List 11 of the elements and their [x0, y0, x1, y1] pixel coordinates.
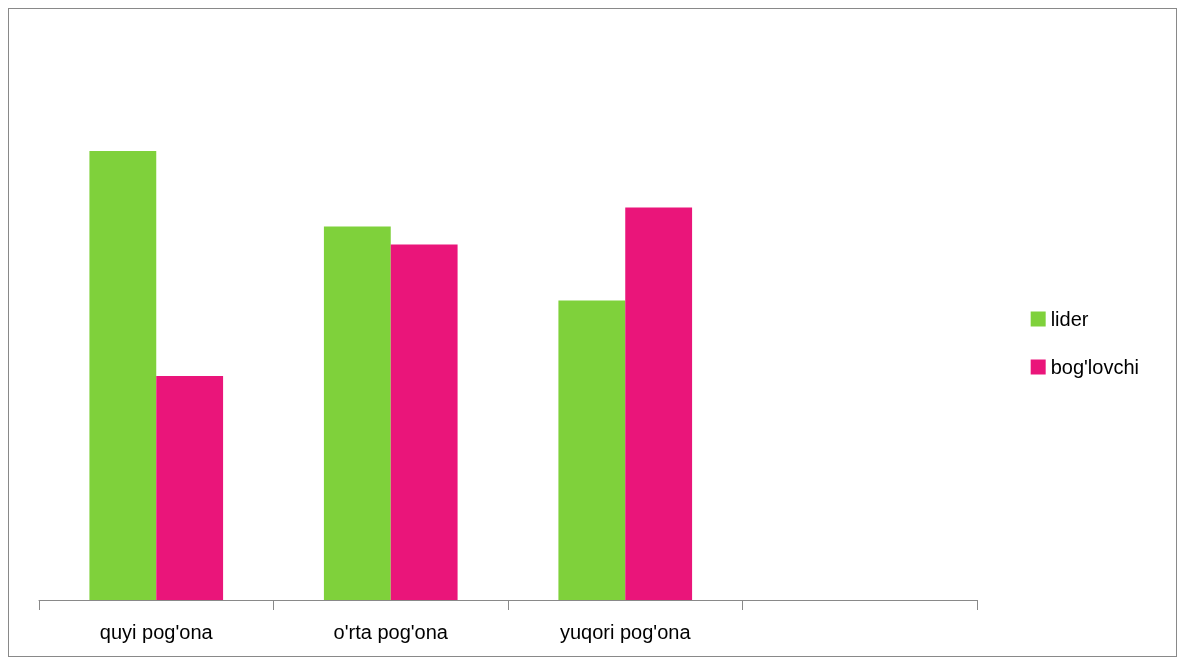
x-tick-label: yuqori pog'ona	[559, 621, 692, 643]
legend-label: bog'lovchi	[1050, 356, 1140, 378]
bar	[156, 375, 224, 600]
bar	[390, 244, 458, 600]
x-tick-label: o'rta pog'ona	[333, 621, 449, 643]
bar	[323, 226, 391, 600]
x-tick-label: quyi pog'ona	[99, 621, 214, 643]
bar	[558, 300, 626, 600]
legend-label: lider	[1050, 308, 1089, 330]
bar	[625, 207, 693, 600]
bar	[89, 151, 157, 600]
